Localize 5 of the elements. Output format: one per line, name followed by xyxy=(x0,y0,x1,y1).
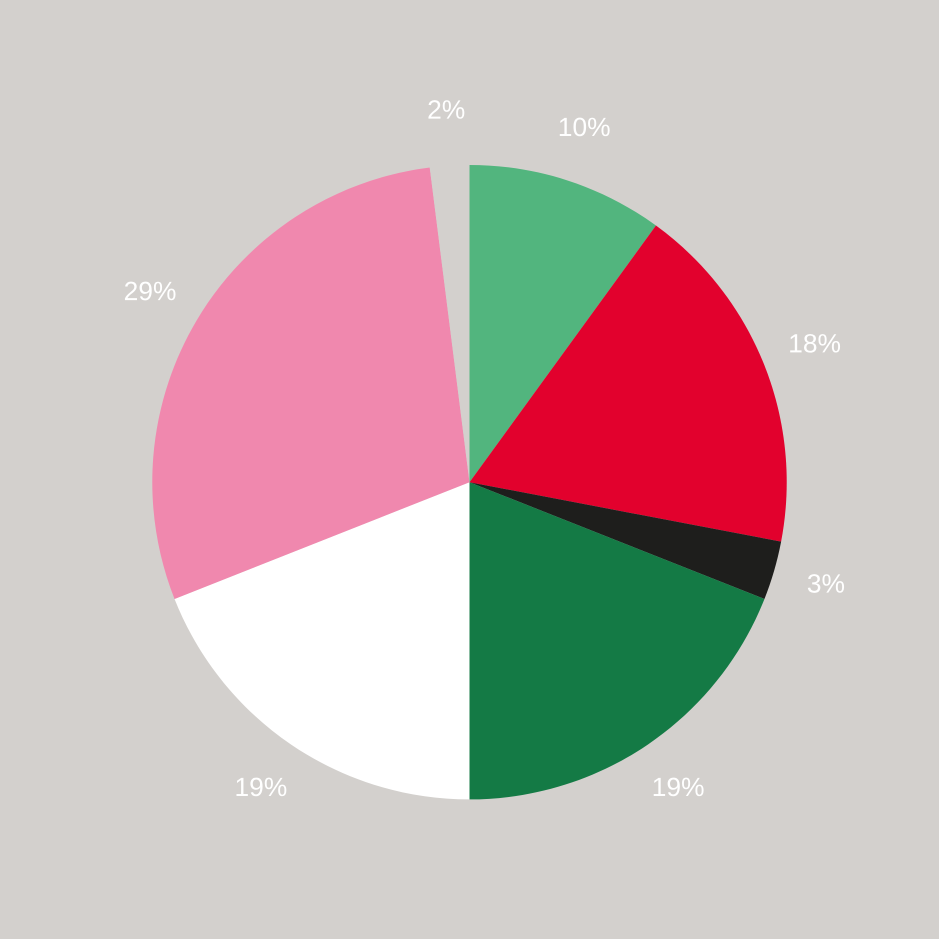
pie-slice xyxy=(470,482,764,800)
pie-slice xyxy=(470,164,656,482)
pie-slice xyxy=(470,226,787,542)
pie-slice xyxy=(470,482,782,599)
pie-slice xyxy=(174,482,470,800)
